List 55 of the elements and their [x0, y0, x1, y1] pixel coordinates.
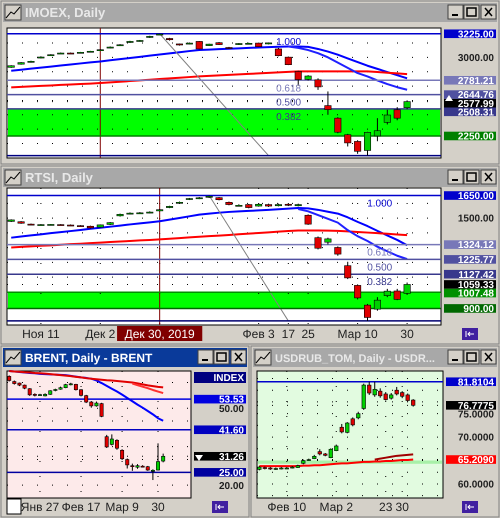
- chart-title: RTSI, Daily: [25, 170, 94, 185]
- x-tick-label: Мар 2: [320, 500, 354, 514]
- x-tick-label: 30: [396, 500, 410, 514]
- x-tick-label: Мар 9: [105, 500, 140, 514]
- y-tick-label: 41.60: [218, 425, 244, 436]
- y-tick-label: 75.0000: [458, 410, 494, 421]
- chart-title: BRENT, Daily - BRENT: [25, 351, 154, 365]
- x-tick-label: Ноя 11: [22, 327, 60, 341]
- y-tick-label: 1324.12: [458, 240, 494, 252]
- y-tick-label: 2577.99: [458, 98, 494, 110]
- y-tick-label: 53.53: [218, 394, 244, 406]
- y-tick-label: 31.26: [218, 452, 244, 463]
- x-tick-label: 23: [379, 500, 393, 514]
- annotation: 0.618: [367, 248, 393, 259]
- annotation: 0.618: [276, 83, 302, 94]
- y-tick-label: 900.00: [463, 304, 494, 316]
- x-tick-label: 30: [400, 327, 414, 341]
- x-tick-label: 25: [301, 327, 316, 341]
- text: INDEX: [213, 373, 244, 384]
- y-tick-label: 1500.00: [458, 214, 494, 225]
- y-tick-label: 81.8104: [458, 377, 494, 388]
- x-tick-label: 17: [282, 327, 296, 341]
- x-tick-label: Дек 2: [85, 327, 116, 341]
- y-tick-label: 2250.00: [458, 132, 494, 143]
- annotation: 0.382: [367, 277, 393, 288]
- y-tick-label: 2781.21: [458, 76, 494, 87]
- y-tick-label: 50.00: [218, 404, 244, 415]
- annotation: 1.000: [276, 36, 302, 48]
- y-tick-label: 1650.00: [458, 191, 494, 202]
- y-tick-label: 2508.31: [458, 107, 494, 118]
- x-tick-label: 30: [151, 500, 166, 514]
- y-tick-label: 70.0000: [458, 432, 494, 444]
- y-tick-label: 60.0000: [458, 480, 494, 491]
- annotation: 0.500: [276, 98, 302, 109]
- x-tick-label: Янв 27: [20, 500, 60, 514]
- y-tick-label: 1007.48: [458, 288, 494, 300]
- x-tick-label: Фев 10: [267, 500, 307, 514]
- chart-title: USDRUB_TOM, Daily - USDR...: [275, 353, 435, 365]
- annotation: 0.500: [367, 262, 393, 274]
- y-tick-label: 3225.00: [458, 29, 494, 40]
- x-tick-label: Дек 30, 2019: [124, 327, 196, 341]
- y-tick-label: 25.00: [218, 468, 244, 479]
- y-tick-label: 65.2090: [458, 455, 494, 466]
- annotation: 1.000: [367, 198, 393, 210]
- annotation: 0.382: [276, 112, 302, 123]
- x-tick-label: Мар 10: [338, 327, 378, 341]
- y-tick-label: 2644.76: [458, 90, 494, 102]
- chart-title: IMOEX, Daily: [25, 5, 106, 20]
- x-tick-label: Фев 17: [62, 500, 101, 514]
- y-tick-label: 1127.42: [458, 270, 494, 281]
- x-tick-label: Фев 3: [242, 327, 276, 341]
- y-tick-label: 3000.00: [458, 52, 494, 64]
- y-tick-label: 20.00: [218, 480, 244, 492]
- y-tick-label: 76.7775: [458, 400, 494, 412]
- y-tick-label: 1225.77: [458, 254, 494, 266]
